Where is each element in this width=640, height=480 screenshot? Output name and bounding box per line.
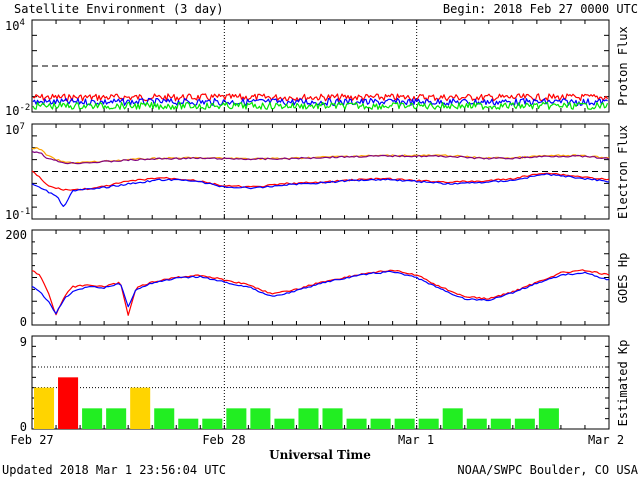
kp-bar-7 — [178, 418, 199, 429]
kp-ytick-bottom: 0 — [20, 420, 27, 434]
xtick-feb27: Feb 27 — [10, 433, 53, 447]
goes-hp-panel-frame — [31, 229, 610, 326]
kp-bar-11 — [274, 418, 295, 429]
electron-series-blue — [31, 173, 610, 207]
goes-hp-series-red — [31, 269, 610, 316]
kp-ytick-top: 9 — [20, 335, 27, 349]
kp-bar-14 — [346, 418, 367, 429]
kp-bar-2 — [58, 377, 79, 429]
xtick-mar2: Mar 2 — [588, 433, 624, 447]
kp-bar-22 — [538, 408, 559, 429]
kp-bar-16 — [394, 418, 415, 429]
electron-series-red — [31, 170, 610, 191]
goes-hp-ytick-top: 200 — [5, 228, 27, 242]
kp-bar-5 — [130, 387, 151, 429]
kp-bar-10 — [250, 408, 271, 429]
goes-hp-ylabel: GOES Hp — [616, 253, 630, 304]
kp-bar-21 — [514, 418, 535, 429]
kp-bar-9 — [226, 408, 247, 429]
kp-bar-18 — [442, 408, 463, 429]
electron-ytick-bottom: 10-1 — [5, 207, 30, 222]
kp-bar-19 — [466, 418, 487, 429]
kp-bar-12 — [298, 408, 319, 429]
kp-bar-6 — [154, 408, 175, 429]
updated-timestamp: Updated 2018 Mar 1 23:56:04 UTC — [2, 463, 226, 477]
electron-ylabel: Electron Flux — [616, 125, 630, 219]
kp-bar-4 — [106, 408, 127, 429]
kp-bar-17 — [418, 418, 439, 429]
kp-bar-13 — [322, 408, 343, 429]
kp-bar-3 — [82, 408, 103, 429]
proton-ytick-top: 104 — [5, 18, 25, 33]
xaxis-title: Universal Time — [269, 448, 371, 462]
goes-hp-series-blue — [31, 270, 610, 315]
kp-ylabel: Estimated Kp — [616, 340, 630, 427]
chart-title: Satellite Environment (3 day) — [14, 2, 224, 16]
proton-series-red — [32, 93, 609, 102]
kp-bar-20 — [490, 418, 511, 429]
plot-marks — [31, 93, 610, 429]
electron-series-purple — [31, 150, 610, 165]
kp-bar-8 — [202, 418, 223, 429]
electron-ytick-top: 107 — [5, 122, 25, 137]
axis-ticks — [32, 20, 609, 429]
proton-series-green — [32, 101, 609, 110]
xtick-mar1: Mar 1 — [398, 433, 434, 447]
goes-hp-ytick-bottom: 0 — [20, 315, 27, 329]
begin-label: Begin: 2018 Feb 27 0000 UTC — [443, 2, 638, 16]
electron-series-orange — [31, 147, 610, 164]
proton-ylabel: Proton Flux — [616, 26, 630, 105]
credit-label: NOAA/SWPC Boulder, CO USA — [457, 463, 638, 477]
kp-bar-15 — [370, 418, 391, 429]
xtick-feb28: Feb 28 — [202, 433, 245, 447]
proton-ytick-bottom: 10-2 — [5, 103, 30, 118]
kp-bar-1 — [34, 387, 55, 429]
